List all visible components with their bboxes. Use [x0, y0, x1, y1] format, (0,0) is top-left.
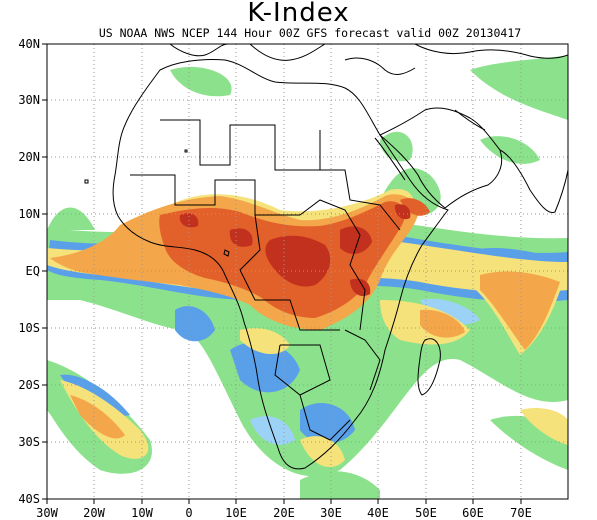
lat-label: EQ — [26, 264, 40, 278]
lat-label: 20N — [18, 150, 40, 164]
coastlines — [84, 44, 568, 470]
lon-label: 50E — [415, 506, 437, 520]
lat-label: 40S — [18, 492, 40, 506]
latitude-labels: 40N 30N 20N 10N EQ 10S 20S 30S 40S — [18, 37, 40, 506]
lon-label: 10E — [225, 506, 247, 520]
lat-label: 30N — [18, 93, 40, 107]
lon-label: 30E — [320, 506, 342, 520]
map-title: K-Index — [247, 0, 350, 28]
map-subtitle: US NOAA NWS NCEP 144 Hour 00Z GFS foreca… — [98, 26, 522, 40]
lat-label: 20S — [18, 378, 40, 392]
lon-label: 40E — [367, 506, 389, 520]
lon-label: 10W — [131, 506, 153, 520]
lat-label: 10N — [18, 207, 40, 221]
lon-label: 60E — [462, 506, 484, 520]
graticule — [47, 44, 568, 499]
ticks — [42, 43, 522, 504]
lon-label: 30W — [36, 506, 58, 520]
lon-label: 20E — [273, 506, 295, 520]
lon-label: 20W — [83, 506, 105, 520]
lon-label: 0 — [185, 506, 192, 520]
lon-label: 70E — [510, 506, 532, 520]
lat-label: 40N — [18, 37, 40, 51]
lat-label: 10S — [18, 321, 40, 335]
contour-dark-red — [179, 204, 411, 297]
longitude-labels: 30W 20W 10W 0 10E 20E 30E 40E 50E 60E 70… — [36, 506, 532, 520]
lat-label: 30S — [18, 435, 40, 449]
